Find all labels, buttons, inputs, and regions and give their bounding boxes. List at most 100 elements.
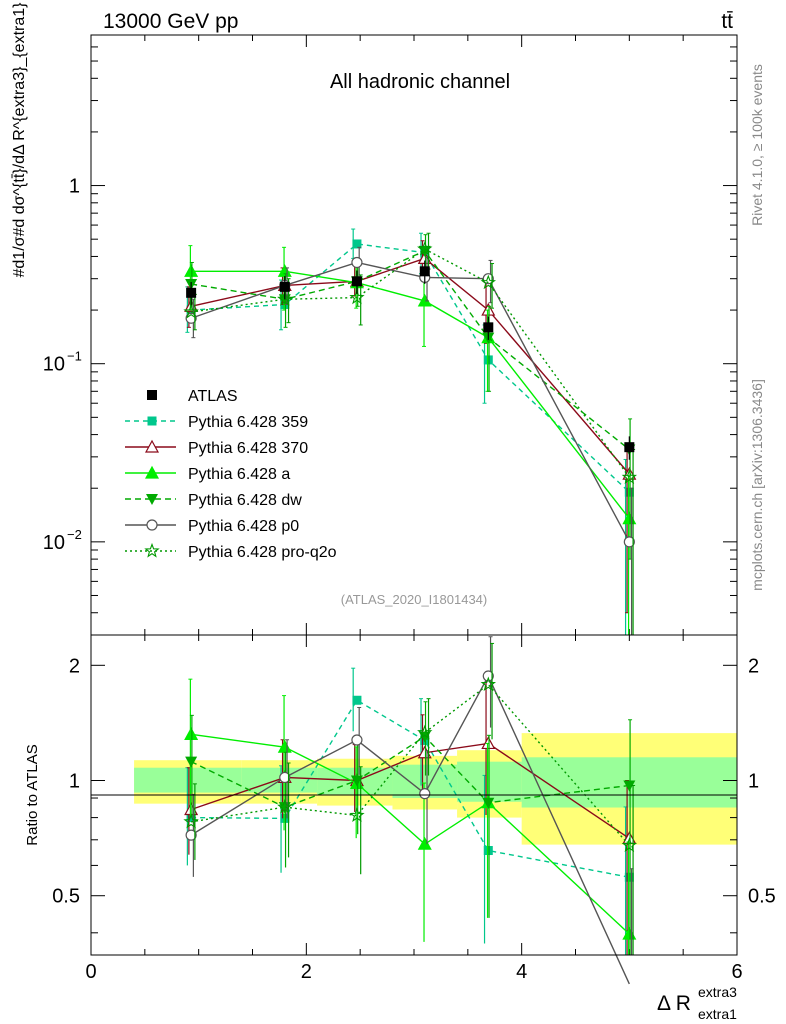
ratio-point: [621, 837, 638, 852]
data-point: [480, 274, 497, 290]
data-point: [482, 273, 494, 285]
ratio-tick-label-left: 2: [69, 655, 80, 677]
ratio-point: [279, 771, 291, 784]
ratio-point: [480, 676, 497, 692]
ratio-y-axis-label: Ratio to ATLAS: [24, 744, 41, 845]
x-axis-label: Δ R extra3 extra1: [657, 984, 737, 1022]
header-right: tt̄: [721, 10, 733, 33]
ratio-point: [186, 813, 196, 823]
data-point: [184, 264, 199, 277]
ratio-uncertainty-bands: [134, 733, 737, 845]
ratio-line: [191, 733, 630, 935]
data-point: [621, 469, 638, 485]
data-point: [183, 303, 199, 319]
legend-label: Pythia 6.428 p0: [188, 518, 299, 535]
x-tick-label: 2: [301, 961, 312, 983]
ratio-point: [277, 799, 293, 814]
plot-title: All hadronic channel: [330, 71, 510, 93]
ratio-line: [190, 674, 630, 985]
ratio-point: [349, 807, 365, 822]
ratio-tick-label-right: 2: [748, 655, 759, 677]
ratio-point: [482, 797, 495, 809]
data-point: [351, 256, 363, 269]
ratio-point: [417, 724, 433, 740]
ratio-point: [185, 829, 197, 841]
ratio-point: [280, 813, 290, 823]
series-pythia-6-428-p0: [185, 246, 635, 985]
header-left: 13000 GeV pp: [103, 10, 238, 33]
series-layer: [183, 228, 638, 985]
atlas-point: [279, 281, 290, 292]
ratio-point: [185, 756, 198, 768]
ratio-line: [191, 683, 630, 846]
series-line: [191, 249, 630, 451]
mcplots-label: mcplots.cern.ch [arXiv:1306.3436]: [749, 379, 765, 591]
legend-label: Pythia 6.428 a: [188, 466, 290, 483]
atlas-point: [351, 276, 362, 287]
ratio-point: [351, 734, 363, 746]
ratio-point: [184, 727, 199, 740]
y-tick-label: 1: [69, 176, 80, 198]
legend-item: Pythia 6.428 359: [125, 414, 308, 431]
ratio-tick-label-right: 1: [748, 771, 759, 793]
analysis-id: (ATLAS_2020_I1801434): [341, 592, 487, 607]
x-tick-label: 0: [85, 961, 96, 983]
y-tick-label: 10: [43, 532, 65, 554]
data-point: [483, 355, 493, 365]
y-axis-label: #d1/σ#d dσ^{tt̄}/dΔ R^{extra3}_{extra1}: [11, 2, 28, 278]
series-pythia-6-428-a: [184, 245, 637, 955]
ratio-tick-label-left: 1: [69, 771, 80, 793]
ratio-point: [624, 872, 634, 882]
ratio-point: [419, 788, 431, 800]
ratio-point: [417, 745, 432, 759]
ratio-point: [350, 775, 363, 787]
x-tick-label: 4: [516, 961, 527, 983]
legend-label: Pythia 6.428 359: [188, 414, 308, 431]
data-point: [624, 487, 634, 497]
ratio-point: [417, 836, 432, 850]
legend-marker: [144, 439, 160, 453]
ratio-point: [352, 695, 362, 705]
data-point: [277, 291, 293, 306]
data-point: [349, 289, 365, 305]
legend-label: ATLAS: [188, 388, 238, 405]
legend-marker: [144, 465, 160, 479]
ratio-line: [191, 699, 630, 878]
legend-item: Pythia 6.428 a: [125, 465, 290, 483]
ratio-point: [623, 780, 636, 792]
data-point: [352, 239, 362, 249]
atlas-point: [186, 287, 197, 298]
legend-marker: [147, 390, 157, 400]
ratio-tick-label-right: 0.5: [748, 886, 776, 908]
x-axis-label-sub: extra1: [698, 1006, 737, 1022]
ratio-point: [183, 813, 199, 829]
atlas-point: [624, 442, 635, 453]
data-point: [622, 466, 637, 480]
series-line: [191, 270, 630, 520]
atlas-point: [419, 266, 430, 277]
ratio-line: [190, 735, 630, 808]
ratio-point: [622, 926, 637, 940]
series-line: [190, 261, 630, 543]
legend-item: ATLAS: [147, 388, 238, 405]
ratio-point: [482, 670, 494, 682]
ratio-point: [483, 846, 493, 856]
x-tick-label: 6: [731, 961, 742, 983]
ratio-tick-label-left: 0.5: [52, 886, 80, 908]
data-point: [623, 536, 635, 548]
legend-label: Pythia 6.428 370: [188, 440, 308, 457]
legend-marker: [147, 416, 157, 426]
rivet-label: Rivet 4.1.0, ≥ 100k events: [749, 64, 765, 226]
legend-item: Pythia 6.428 p0: [125, 518, 299, 535]
legend-label: Pythia 6.428 pro-q2o: [188, 544, 337, 561]
data-point: [417, 241, 433, 256]
legend: ATLAS Pythia 6.428 359 Pythia 6.428 370 Pyt…: [125, 388, 337, 561]
legend-item: Pythia 6.428 dw: [125, 492, 302, 509]
legend-item: Pythia 6.428 370: [125, 439, 308, 457]
legend-label: Pythia 6.428 dw: [188, 492, 302, 509]
y-tick-label: 10: [43, 354, 65, 376]
legend-marker: [146, 494, 158, 505]
legend-marker: [144, 542, 160, 558]
